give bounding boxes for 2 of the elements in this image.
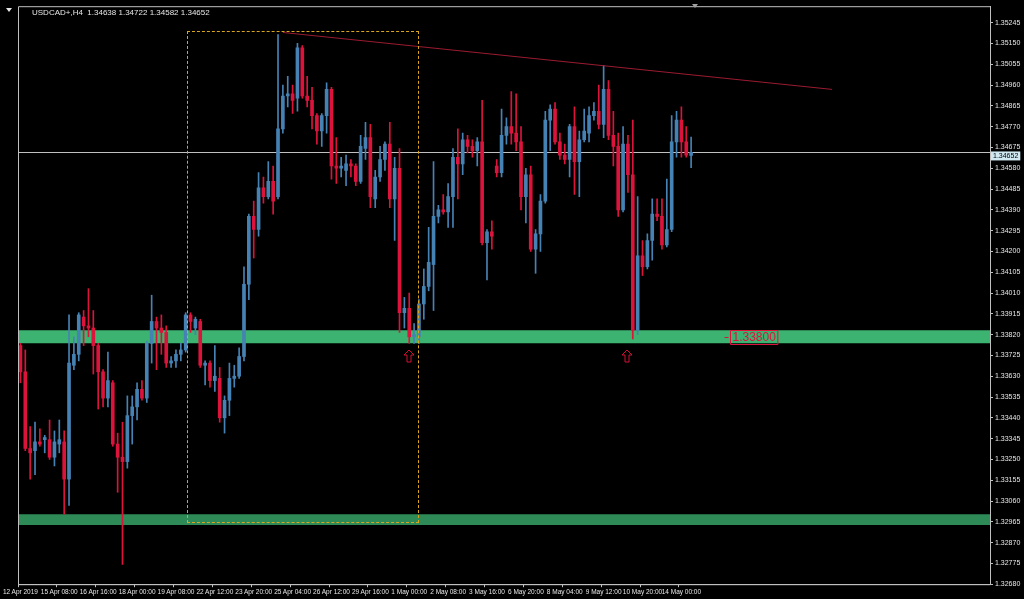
chart-title: USDCAD+,H4 1.34638 1.34722 1.34582 1.34652 bbox=[32, 8, 211, 18]
band-label: 1.33800 bbox=[732, 330, 777, 345]
